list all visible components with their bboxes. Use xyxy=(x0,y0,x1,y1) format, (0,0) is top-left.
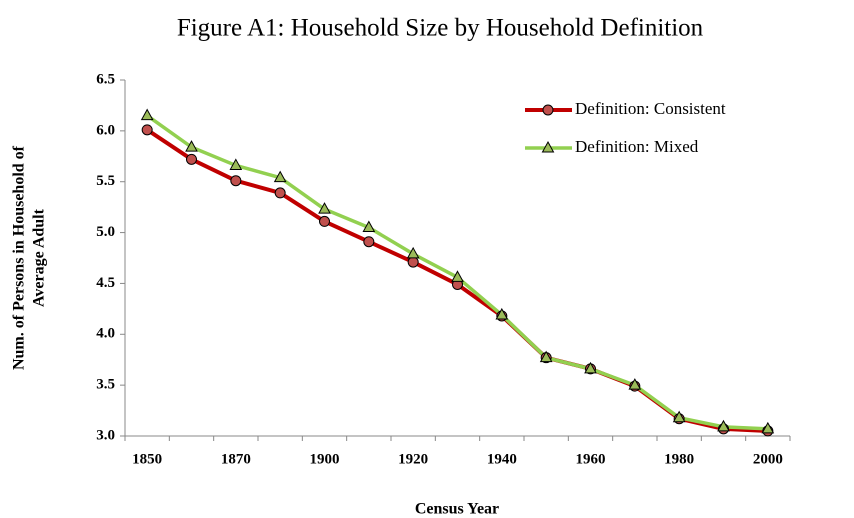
point-marker xyxy=(672,410,686,423)
y-tick-label: 4.5 xyxy=(96,275,115,291)
y-axis-label: Average Adult xyxy=(31,208,48,307)
point-marker xyxy=(407,256,419,268)
point-marker xyxy=(141,124,153,136)
x-axis-label: Census Year xyxy=(415,501,499,518)
x-tick-label: 1850 xyxy=(132,451,162,467)
point-marker xyxy=(406,246,420,259)
y-tick-label: 4.0 xyxy=(96,326,115,342)
legend-label: Definition: Mixed xyxy=(575,137,699,156)
y-tick-label: 3.5 xyxy=(96,377,115,393)
point-marker xyxy=(761,421,775,434)
y-tick-label: 5.5 xyxy=(96,173,115,189)
x-tick-label: 1960 xyxy=(576,451,606,467)
point-marker xyxy=(628,378,642,390)
point-marker xyxy=(717,419,730,432)
point-marker xyxy=(542,104,554,116)
y-tick-label: 6.5 xyxy=(96,71,115,87)
point-marker xyxy=(451,270,464,282)
point-marker xyxy=(230,175,242,187)
legend-label: Definition: Consistent xyxy=(575,99,726,118)
y-tick-label: 3.0 xyxy=(96,427,115,443)
point-marker xyxy=(319,215,330,227)
x-tick-label: 2000 xyxy=(753,451,783,467)
point-marker xyxy=(318,202,331,214)
point-marker xyxy=(362,220,376,232)
x-tick-label: 1980 xyxy=(664,451,694,467)
x-tick-label: 1900 xyxy=(310,451,340,467)
point-marker xyxy=(584,361,597,374)
y-tick-label: 5.0 xyxy=(96,224,115,240)
y-tick-label: 6.0 xyxy=(96,122,115,138)
point-marker xyxy=(495,307,509,320)
point-marker xyxy=(274,187,286,199)
point-marker xyxy=(273,170,287,183)
x-tick-label: 1870 xyxy=(221,451,251,467)
y-axis-label: Num. of Persons in Household of xyxy=(11,145,28,370)
point-marker xyxy=(541,140,555,153)
chart-title: Figure A1: Household Size by Household D… xyxy=(177,15,704,42)
x-tick-label: 1920 xyxy=(398,451,428,467)
point-marker xyxy=(140,108,154,121)
point-marker xyxy=(363,236,375,248)
point-marker xyxy=(186,153,197,165)
point-marker xyxy=(229,158,243,170)
x-tick-label: 1940 xyxy=(487,451,517,467)
point-marker xyxy=(185,140,198,152)
point-marker xyxy=(539,350,553,363)
